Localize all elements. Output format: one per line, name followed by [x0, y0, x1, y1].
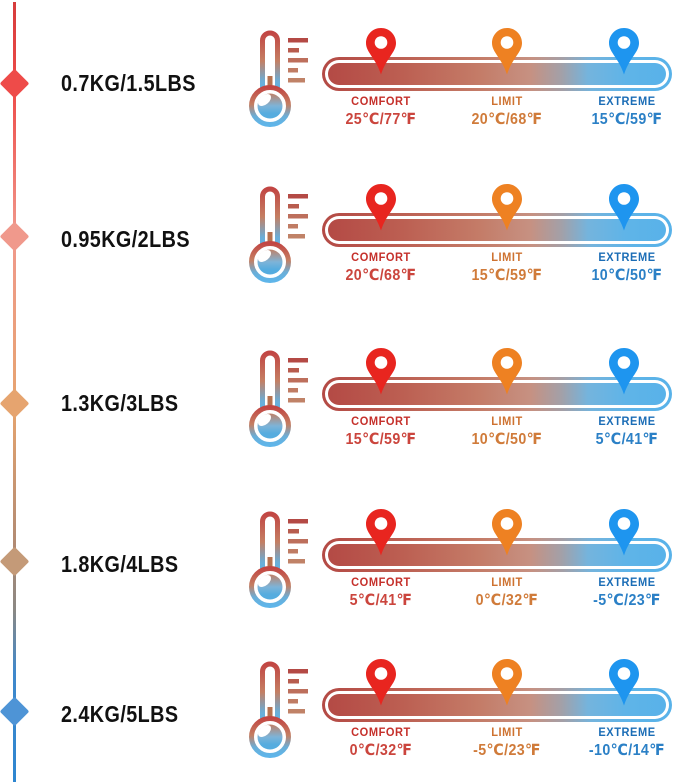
extreme-rating: EXTREME -5℃/23℉: [590, 575, 664, 610]
rail-diamond: [0, 388, 30, 419]
extreme-temp: -5℃/23℉: [592, 592, 661, 609]
comfort-label: COMFORT: [350, 725, 411, 739]
extreme-label: EXTREME: [597, 250, 656, 264]
comfort-temp: 15℃/59℉: [345, 431, 417, 448]
weight-row-1: 0.7KG/1.5LBS COMFORT 25℃/77℉ LIMIT 20℃/6…: [0, 0, 679, 140]
extreme-pin-icon: [609, 184, 639, 231]
thermometer-icon: [244, 350, 310, 448]
weight-row-5: 2.4KG/5LBS COMFORT 0℃/32℉ LIMIT -5℃/23℉ …: [0, 631, 679, 771]
comfort-rating: COMFORT 25℃/77℉: [342, 94, 419, 129]
temperature-gradient-bar: [322, 688, 672, 722]
limit-rating: LIMIT 10℃/50℉: [469, 414, 546, 449]
limit-temp: 15℃/59℉: [471, 267, 543, 284]
extreme-rating: EXTREME -10℃/14℉: [585, 725, 668, 760]
extreme-rating: EXTREME 10℃/50℉: [588, 250, 665, 285]
comfort-pin-icon: [366, 509, 396, 556]
rail-diamond: [0, 221, 30, 252]
temperature-scale: COMFORT 5℃/41℉ LIMIT 0℃/32℉ EXTREME -5℃/…: [322, 481, 672, 616]
limit-rating: LIMIT 0℃/32℉: [473, 575, 541, 610]
comfort-pin-icon: [366, 659, 396, 706]
comfort-label: COMFORT: [350, 414, 411, 428]
rail-diamond: [0, 68, 30, 99]
comfort-label: COMFORT: [350, 575, 411, 589]
comfort-rating: COMFORT 0℃/32℉: [347, 725, 415, 760]
weight-label: 0.95KG/2LBS: [61, 226, 190, 252]
rail-diamond: [0, 546, 30, 577]
comfort-rating: COMFORT 20℃/68℉: [342, 250, 419, 285]
temperature-gradient-bar: [322, 57, 672, 91]
comfort-rating: COMFORT 15℃/59℉: [342, 414, 419, 449]
temperature-scale: COMFORT 0℃/32℉ LIMIT -5℃/23℉ EXTREME -10…: [322, 631, 672, 766]
extreme-pin-icon: [609, 348, 639, 395]
comfort-pin-icon: [366, 184, 396, 231]
rail-diamond: [0, 696, 30, 727]
extreme-temp: 10℃/50℉: [590, 267, 663, 284]
temperature-scale: COMFORT 15℃/59℉ LIMIT 10℃/50℉ EXTREME 5℃…: [322, 320, 672, 455]
weight-row-3: 1.3KG/3LBS COMFORT 15℃/59℉ LIMIT 10℃/50℉…: [0, 320, 679, 460]
limit-rating: LIMIT 20℃/68℉: [469, 94, 546, 129]
thermometer-icon: [244, 30, 310, 128]
limit-label: LIMIT: [491, 575, 523, 589]
comfort-temp: 20℃/68℉: [345, 267, 417, 284]
temperature-gradient-bar: [322, 377, 672, 411]
weight-label: 1.8KG/4LBS: [61, 551, 179, 577]
limit-rating: LIMIT 15℃/59℉: [469, 250, 546, 285]
limit-label: LIMIT: [491, 725, 523, 739]
thermometer-icon: [244, 511, 310, 609]
extreme-temp: 15℃/59℉: [590, 111, 663, 128]
weight-row-4: 1.8KG/4LBS COMFORT 5℃/41℉ LIMIT 0℃/32℉ E…: [0, 481, 679, 621]
thermometer-icon: [244, 661, 310, 759]
weight-label: 2.4KG/5LBS: [61, 701, 179, 727]
limit-temp: 20℃/68℉: [471, 111, 543, 128]
comfort-temp: 5℃/41℉: [349, 592, 413, 609]
limit-pin-icon: [492, 28, 522, 75]
thermometer-icon: [244, 186, 310, 284]
extreme-pin-icon: [609, 509, 639, 556]
limit-pin-icon: [492, 184, 522, 231]
extreme-rating: EXTREME 5℃/41℉: [592, 414, 660, 449]
temperature-scale: COMFORT 20℃/68℉ LIMIT 15℃/59℉ EXTREME 10…: [322, 156, 672, 291]
comfort-label: COMFORT: [350, 94, 411, 108]
comfort-temp: 25℃/77℉: [345, 111, 417, 128]
temperature-scale: COMFORT 25℃/77℉ LIMIT 20℃/68℉ EXTREME 15…: [322, 0, 672, 135]
limit-label: LIMIT: [491, 414, 523, 428]
comfort-label: COMFORT: [350, 250, 411, 264]
extreme-label: EXTREME: [597, 725, 656, 739]
extreme-pin-icon: [609, 28, 639, 75]
extreme-label: EXTREME: [597, 575, 656, 589]
extreme-label: EXTREME: [597, 414, 656, 428]
weight-label: 1.3KG/3LBS: [61, 390, 179, 416]
limit-pin-icon: [492, 659, 522, 706]
comfort-pin-icon: [366, 28, 396, 75]
comfort-temp: 0℃/32℉: [349, 742, 413, 759]
limit-label: LIMIT: [491, 250, 523, 264]
extreme-temp: -10℃/14℉: [588, 742, 665, 759]
extreme-pin-icon: [609, 659, 639, 706]
weight-row-2: 0.95KG/2LBS COMFORT 20℃/68℉ LIMIT 15℃/59…: [0, 156, 679, 296]
limit-temp: 10℃/50℉: [471, 431, 543, 448]
limit-label: LIMIT: [491, 94, 523, 108]
limit-pin-icon: [492, 509, 522, 556]
limit-pin-icon: [492, 348, 522, 395]
comfort-pin-icon: [366, 348, 396, 395]
extreme-temp: 5℃/41℉: [595, 431, 658, 448]
extreme-rating: EXTREME 15℃/59℉: [588, 94, 665, 129]
comfort-rating: COMFORT 5℃/41℉: [347, 575, 415, 610]
limit-rating: LIMIT -5℃/23℉: [470, 725, 544, 760]
limit-temp: -5℃/23℉: [473, 742, 542, 759]
extreme-label: EXTREME: [597, 94, 656, 108]
weight-label: 0.7KG/1.5LBS: [61, 70, 196, 96]
limit-temp: 0℃/32℉: [475, 592, 539, 609]
